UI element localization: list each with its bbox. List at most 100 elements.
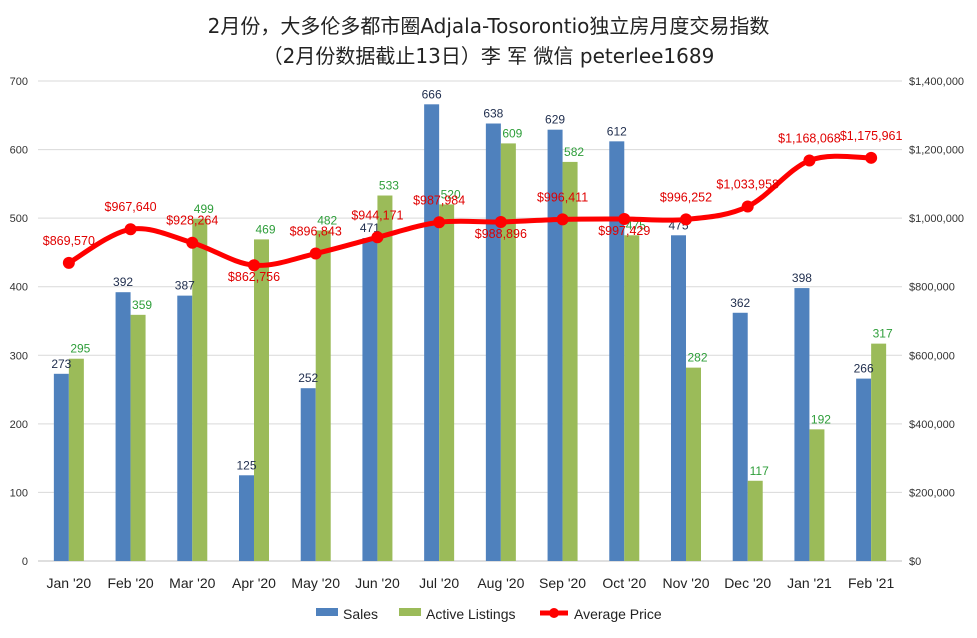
x-axis-tick-label: Dec '20 xyxy=(724,575,771,591)
bar-sales xyxy=(485,123,501,561)
average-price-point xyxy=(62,256,75,269)
right-axis-tick-label: $400,000 xyxy=(909,419,955,431)
left-axis-tick-label: 700 xyxy=(10,76,28,88)
left-axis-tick-label: 200 xyxy=(10,419,28,431)
average-price-point xyxy=(865,151,878,164)
average-price-label: $997,429 xyxy=(598,224,650,238)
bar-active-listings xyxy=(254,239,269,561)
bar-sales xyxy=(300,388,316,561)
listings-data-label: 359 xyxy=(132,298,152,312)
listings-data-label: 533 xyxy=(379,179,399,193)
bar-active-listings xyxy=(809,429,825,561)
average-price-label: $1,168,068 xyxy=(778,132,841,146)
listings-data-label: 282 xyxy=(687,351,707,365)
sales-data-label: 252 xyxy=(298,371,318,385)
x-axis-tick-label: Sep '20 xyxy=(539,575,586,591)
bar-sales xyxy=(115,292,131,561)
sales-data-label: 392 xyxy=(113,275,133,289)
right-axis-tick-label: $1,000,000 xyxy=(909,213,964,225)
x-axis-tick-label: Jan '21 xyxy=(787,575,832,591)
average-price-point xyxy=(371,231,384,244)
sales-data-label: 638 xyxy=(483,107,503,121)
right-axis-tick-label: $1,200,000 xyxy=(909,145,964,157)
chart-subtitle: （2月份数据截止13日）李 军 微信 peterlee1689 xyxy=(262,44,715,68)
sales-data-label: 125 xyxy=(236,458,256,472)
bar-active-listings xyxy=(500,143,516,561)
bar-sales xyxy=(362,238,378,561)
bar-active-listings xyxy=(68,358,84,561)
bar-active-listings xyxy=(130,314,146,561)
sales-data-label: 612 xyxy=(607,124,627,138)
listings-data-label: 499 xyxy=(194,202,214,216)
bar-active-listings xyxy=(377,195,393,561)
listings-data-label: 469 xyxy=(255,222,275,236)
left-axis-tick-label: 400 xyxy=(10,282,28,294)
average-price-point xyxy=(803,154,816,167)
sales-data-label: 471 xyxy=(360,221,380,235)
x-axis-tick-label: Feb '21 xyxy=(848,575,894,591)
average-price-label: $896,843 xyxy=(290,225,342,239)
listings-data-label: 317 xyxy=(873,327,893,341)
bar-active-listings xyxy=(439,204,455,561)
average-price-point xyxy=(680,213,692,226)
average-price-label: $987,984 xyxy=(413,193,465,207)
listings-data-label: 192 xyxy=(811,412,831,426)
bar-active-listings xyxy=(747,480,763,561)
right-axis-tick-label: $0 xyxy=(909,556,921,568)
bar-sales xyxy=(547,129,563,561)
listings-data-label: 482 xyxy=(317,213,337,227)
left-axis-tick-label: 100 xyxy=(10,487,28,499)
legend-swatch xyxy=(399,608,421,616)
x-axis-tick-label: Nov '20 xyxy=(662,575,709,591)
average-price-point xyxy=(186,236,199,249)
left-axis-tick-label: 300 xyxy=(10,350,28,362)
average-price-label: $996,411 xyxy=(537,190,588,204)
x-axis-tick-label: Apr '20 xyxy=(232,575,276,591)
average-price-label: $1,033,958 xyxy=(716,178,779,192)
average-price-label: $996,252 xyxy=(660,190,712,204)
legend-swatch xyxy=(316,608,338,616)
legend-label: Sales xyxy=(343,606,378,622)
legend-label: Average Price xyxy=(574,606,662,622)
bar-sales xyxy=(239,475,254,561)
bar-active-listings xyxy=(686,367,701,561)
average-price-label: $928,264 xyxy=(166,214,218,228)
average-price-point xyxy=(741,200,754,213)
bar-active-listings xyxy=(315,230,331,561)
bar-sales xyxy=(424,104,440,562)
average-price-point xyxy=(248,259,260,272)
right-axis-tick-label: $600,000 xyxy=(909,350,955,362)
bar-sales xyxy=(671,235,686,562)
average-price-point xyxy=(618,213,631,226)
x-axis-tick-label: Jul '20 xyxy=(419,575,459,591)
right-axis-tick-label: $1,400,000 xyxy=(909,76,964,88)
average-price-label: $862,756 xyxy=(228,270,280,284)
x-axis-tick-label: Mar '20 xyxy=(169,575,215,591)
average-price-point xyxy=(556,213,569,226)
sales-data-label: 629 xyxy=(545,113,565,127)
average-price-label: $967,640 xyxy=(105,200,157,214)
bar-active-listings xyxy=(871,343,887,561)
sales-data-label: 387 xyxy=(175,279,195,293)
listings-data-label: 582 xyxy=(564,145,584,159)
bar-sales xyxy=(177,295,193,561)
sales-data-label: 273 xyxy=(51,357,71,371)
x-axis-tick-label: May '20 xyxy=(291,575,340,591)
bar-sales xyxy=(53,373,69,561)
sales-data-label: 666 xyxy=(422,87,442,101)
legend-label: Active Listings xyxy=(426,606,515,622)
sales-data-label: 362 xyxy=(730,296,750,310)
x-axis-tick-label: Aug '20 xyxy=(477,575,524,591)
bar-active-listings xyxy=(624,235,640,562)
average-price-label: $869,570 xyxy=(43,234,95,248)
listings-data-label: 609 xyxy=(502,126,522,140)
average-price-label: $944,171 xyxy=(351,208,403,222)
x-axis-tick-label: Jun '20 xyxy=(355,575,400,591)
chart-title: 2月份，大多伦多都市圈Adjala-Tosorontio独立房月度交易指数 xyxy=(207,14,770,38)
bar-sales xyxy=(856,378,872,561)
average-price-point xyxy=(124,223,137,236)
left-axis-tick-label: 500 xyxy=(10,213,28,225)
right-axis-tick-label: $800,000 xyxy=(909,282,955,294)
